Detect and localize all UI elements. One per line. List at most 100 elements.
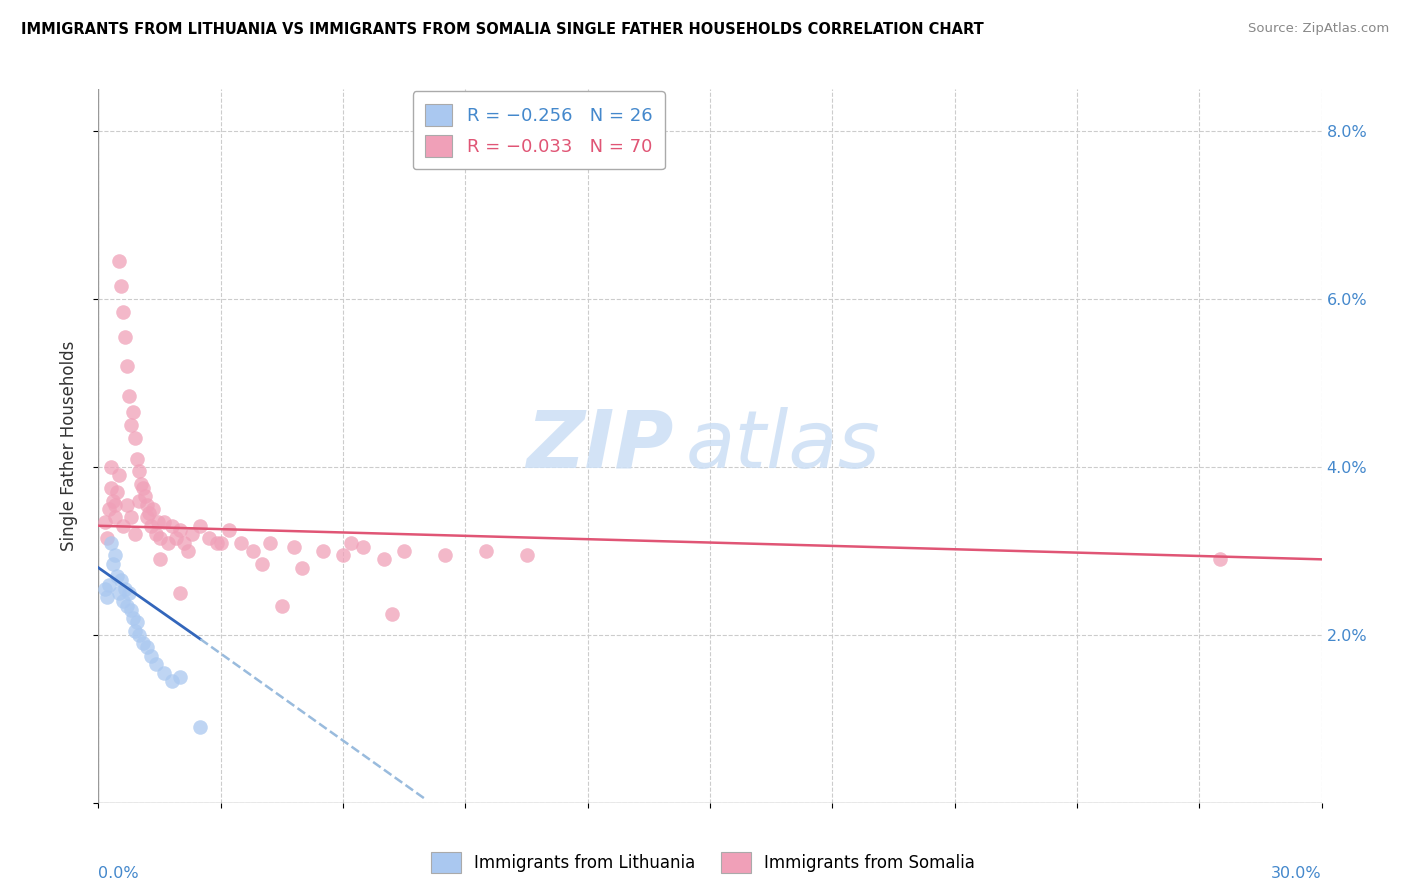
Point xyxy=(373,552,395,566)
Point xyxy=(124,431,146,445)
Point xyxy=(141,648,163,663)
Point xyxy=(138,506,160,520)
Point xyxy=(124,624,146,638)
Point xyxy=(100,460,122,475)
Point xyxy=(332,548,354,562)
Point xyxy=(132,481,155,495)
Point xyxy=(152,665,174,680)
Point xyxy=(141,518,163,533)
Point xyxy=(250,557,273,571)
Point xyxy=(118,586,141,600)
Point xyxy=(231,535,253,549)
Point xyxy=(145,527,167,541)
Point xyxy=(474,544,498,558)
Point xyxy=(142,502,165,516)
Point xyxy=(110,279,132,293)
Point xyxy=(209,535,232,549)
Point xyxy=(128,493,150,508)
Point xyxy=(120,603,142,617)
Point xyxy=(111,304,134,318)
Point xyxy=(136,498,159,512)
Point xyxy=(120,417,142,432)
Point xyxy=(136,640,159,655)
Point xyxy=(291,560,314,574)
Point xyxy=(259,535,281,549)
Point xyxy=(118,389,141,403)
Text: Source: ZipAtlas.com: Source: ZipAtlas.com xyxy=(1249,22,1389,36)
Point xyxy=(132,636,155,650)
Point xyxy=(312,544,335,558)
Point xyxy=(129,476,152,491)
Point xyxy=(145,657,167,672)
Point xyxy=(197,532,219,546)
Text: 0.0%: 0.0% xyxy=(98,866,139,880)
Point xyxy=(1208,552,1232,566)
Point xyxy=(381,607,404,621)
Point xyxy=(270,599,294,613)
Text: 30.0%: 30.0% xyxy=(1271,866,1322,880)
Point xyxy=(93,515,115,529)
Point xyxy=(104,498,127,512)
Point xyxy=(516,548,538,562)
Point xyxy=(149,552,172,566)
Point xyxy=(352,540,374,554)
Point xyxy=(165,532,187,546)
Point xyxy=(169,670,191,684)
Point xyxy=(104,510,127,524)
Point xyxy=(108,254,131,268)
Point xyxy=(120,510,142,524)
Point xyxy=(169,586,191,600)
Point xyxy=(108,468,131,483)
Point xyxy=(177,544,200,558)
Point xyxy=(105,485,128,500)
Point xyxy=(152,515,174,529)
Text: IMMIGRANTS FROM LITHUANIA VS IMMIGRANTS FROM SOMALIA SINGLE FATHER HOUSEHOLDS CO: IMMIGRANTS FROM LITHUANIA VS IMMIGRANTS … xyxy=(21,22,984,37)
Point xyxy=(104,548,127,562)
Point xyxy=(134,489,156,503)
Point xyxy=(169,523,191,537)
Point xyxy=(105,569,128,583)
Point xyxy=(128,628,150,642)
Point xyxy=(114,582,136,596)
Legend: R = −0.256   N = 26, R = −0.033   N = 70: R = −0.256 N = 26, R = −0.033 N = 70 xyxy=(412,91,665,169)
Point xyxy=(110,574,132,588)
Point xyxy=(283,540,305,554)
Point xyxy=(111,518,134,533)
Point xyxy=(173,535,195,549)
Point xyxy=(242,544,264,558)
Point xyxy=(340,535,363,549)
Legend: Immigrants from Lithuania, Immigrants from Somalia: Immigrants from Lithuania, Immigrants fr… xyxy=(425,846,981,880)
Text: atlas: atlas xyxy=(686,407,880,485)
Point xyxy=(108,586,131,600)
Point xyxy=(392,544,416,558)
Point xyxy=(128,464,150,478)
Point xyxy=(96,590,118,604)
Point xyxy=(97,577,120,591)
Point xyxy=(114,330,136,344)
Point xyxy=(149,532,172,546)
Point xyxy=(97,502,120,516)
Point xyxy=(127,615,149,630)
Point xyxy=(218,523,240,537)
Point xyxy=(115,498,138,512)
Point xyxy=(101,493,124,508)
Point xyxy=(146,515,169,529)
Point xyxy=(93,582,115,596)
Point xyxy=(100,481,122,495)
Point xyxy=(101,557,124,571)
Point xyxy=(122,611,145,625)
Point xyxy=(96,532,118,546)
Point xyxy=(115,599,138,613)
Point xyxy=(124,527,146,541)
Point xyxy=(205,535,228,549)
Point xyxy=(127,451,149,466)
Point xyxy=(160,674,183,689)
Point xyxy=(122,405,145,419)
Point xyxy=(433,548,456,562)
Point xyxy=(156,535,179,549)
Y-axis label: Single Father Households: Single Father Households xyxy=(59,341,77,551)
Point xyxy=(181,527,204,541)
Point xyxy=(188,518,212,533)
Point xyxy=(160,518,183,533)
Point xyxy=(100,535,122,549)
